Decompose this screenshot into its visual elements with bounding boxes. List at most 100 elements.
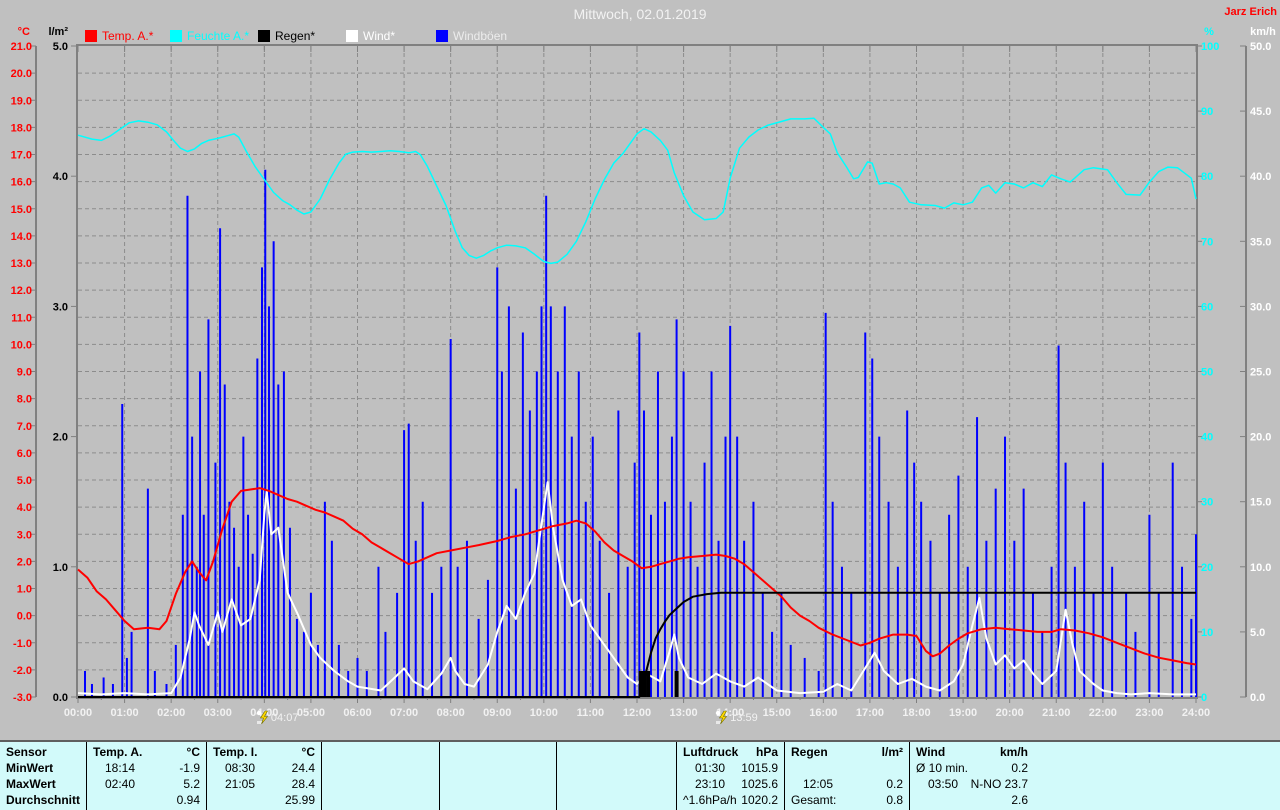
svg-text:90: 90 (1201, 106, 1213, 118)
legend-label: Wind* (363, 29, 396, 43)
legend-swatch-icon (170, 30, 182, 42)
svg-text:19.0: 19.0 (11, 95, 32, 107)
svg-text:14.0: 14.0 (11, 231, 32, 243)
event-marker-time: 04:07 (270, 712, 299, 724)
stats-col-wind: Wind km/h Ø 10 min. 0.2 03:50 N-NO 23.7 2.6 (910, 742, 1280, 810)
svg-text:17:00: 17:00 (856, 707, 884, 719)
svg-text:10:00: 10:00 (530, 707, 558, 719)
regen-total-label: Gesamt: (791, 793, 837, 807)
svg-text:25.0: 25.0 (1250, 367, 1271, 379)
temp-a-name: Temp. A. (93, 745, 143, 759)
legend-item-0: Temp. A.* (85, 29, 153, 43)
svg-text:18:00: 18:00 (902, 707, 930, 719)
stats-label-durchschnitt: Durchschnitt (6, 793, 81, 807)
svg-text:19:00: 19:00 (949, 707, 977, 719)
legend-swatch-icon (436, 30, 448, 42)
svg-text:30: 30 (1201, 497, 1213, 509)
svg-text:9.0: 9.0 (17, 367, 32, 379)
svg-text:01:00: 01:00 (111, 707, 139, 719)
stats-col-temp-i: Temp. I. °C 08:30 24.4 21:05 28.4 25.99 (207, 742, 322, 810)
svg-text:08:00: 08:00 (437, 707, 465, 719)
stats-header-sensor: Sensor (6, 745, 47, 759)
svg-text:10.0: 10.0 (11, 339, 32, 351)
svg-text:3.0: 3.0 (53, 301, 68, 313)
event-marker-13:59: 13:59 (715, 709, 758, 727)
temp-a-max: 5.2 (183, 777, 200, 791)
svg-text:16:00: 16:00 (809, 707, 837, 719)
luftdruck-min: 1015.9 (741, 761, 778, 775)
svg-text:0.0: 0.0 (17, 611, 32, 623)
svg-text:30.0: 30.0 (1250, 301, 1271, 313)
stats-col-empty-3 (557, 742, 677, 810)
luftdruck-avg: 1020.2 (741, 793, 778, 807)
svg-text:70: 70 (1201, 236, 1213, 248)
page-title: Mittwoch, 02.01.2019 (573, 6, 707, 22)
stats-table: Sensor MinWert MaxWert Durchschnitt Temp… (0, 740, 1280, 810)
svg-text:21.0: 21.0 (11, 41, 32, 53)
event-marker-time: 13:59 (730, 712, 758, 724)
svg-text:11:00: 11:00 (577, 707, 605, 719)
svg-text:60: 60 (1201, 301, 1213, 313)
svg-text:6.0: 6.0 (17, 448, 32, 460)
regen-total: 0.8 (886, 793, 903, 807)
stats-col-row-labels: Sensor MinWert MaxWert Durchschnitt (0, 742, 87, 810)
svg-text:11.0: 11.0 (11, 312, 32, 324)
temp-a-avg: 0.94 (176, 793, 200, 807)
svg-text:03:00: 03:00 (204, 707, 232, 719)
temp-axis-unit: °C (17, 26, 30, 38)
svg-text:16.0: 16.0 (11, 177, 32, 189)
temp-i-unit: °C (301, 745, 315, 759)
stats-label-maxwert: MaxWert (6, 777, 56, 791)
svg-text:24:00: 24:00 (1182, 707, 1210, 719)
svg-text:05:00: 05:00 (297, 707, 325, 719)
stats-col-regen: Regen l/m² 12:05 0.2 Gesamt: 0.8 (785, 742, 910, 810)
svg-text:40: 40 (1201, 432, 1213, 444)
temp-a-min: -1.9 (179, 761, 200, 775)
svg-text:1.0: 1.0 (17, 584, 32, 596)
temp-i-avg-label (213, 792, 225, 808)
wind-avg10: 0.2 (1011, 761, 1028, 775)
stats-col-empty-2 (440, 742, 557, 810)
svg-text:18.0: 18.0 (11, 122, 32, 134)
luftdruck-name: Luftdruck (683, 745, 739, 759)
svg-text:12.0: 12.0 (11, 285, 32, 297)
regen-max-time: 12:05 (803, 777, 834, 791)
svg-text:10.0: 10.0 (1250, 562, 1271, 574)
temp-a-max-time: 02:40 (105, 777, 136, 791)
svg-text:50: 50 (1201, 367, 1213, 379)
temp-i-avg: 25.99 (284, 793, 315, 807)
stats-label-minwert: MinWert (6, 761, 54, 775)
svg-text:0.0: 0.0 (1250, 692, 1265, 704)
svg-text:45.0: 45.0 (1250, 106, 1271, 118)
luftdruck-max-time: 23:10 (695, 777, 726, 791)
wind-max-time: 03:50 (928, 777, 959, 791)
svg-text:100: 100 (1201, 41, 1219, 53)
svg-text:8.0: 8.0 (17, 394, 32, 406)
luftdruck-max: 1025.6 (741, 777, 778, 791)
svg-text:17.0: 17.0 (11, 150, 32, 162)
svg-text:21:00: 21:00 (1042, 707, 1070, 719)
wind-name: Wind (916, 745, 946, 759)
temp-i-name: Temp. I. (213, 745, 258, 759)
humidity-axis-unit: % (1204, 26, 1214, 38)
wind-unit: km/h (999, 745, 1028, 759)
temp-a-unit: °C (186, 745, 200, 759)
svg-text:-1.0: -1.0 (13, 638, 32, 650)
svg-text:13.0: 13.0 (11, 258, 32, 270)
regen-unit: l/m² (881, 745, 903, 759)
rain-axis-unit: l/m² (48, 26, 68, 38)
luftdruck-min-time: 01:30 (695, 761, 726, 775)
wind-axis-unit: km/h (1250, 26, 1276, 38)
temp-i-min-time: 08:30 (225, 761, 256, 775)
temp-i-max: 28.4 (291, 777, 315, 791)
wind-avg: 2.6 (1011, 793, 1028, 807)
legend-label: Regen* (275, 29, 316, 43)
svg-text:35.0: 35.0 (1250, 236, 1271, 248)
regen-max: 0.2 (886, 777, 903, 791)
stats-col-luftdruck: Luftdruck hPa 01:30 1015.9 23:10 1025.6 ^1.… (677, 742, 785, 810)
temp-i-min: 24.4 (291, 761, 315, 775)
svg-text:5.0: 5.0 (1250, 627, 1265, 639)
author-name: Jarz Erich (1224, 6, 1277, 18)
legend-swatch-icon (346, 30, 358, 42)
svg-text:07:00: 07:00 (390, 707, 418, 719)
